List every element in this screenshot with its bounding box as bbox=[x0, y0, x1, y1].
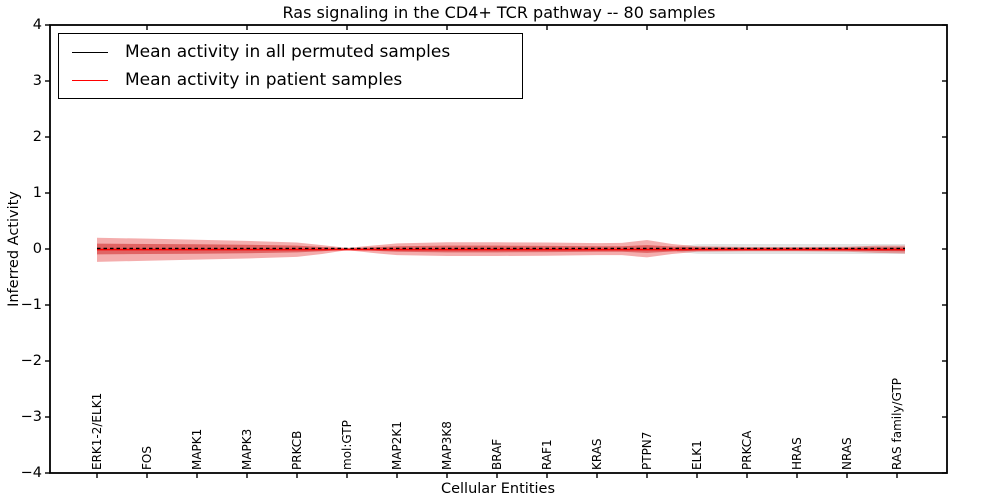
x-tick-label: PRKCA bbox=[740, 430, 754, 470]
x-tick-label: ERK1-2/ELK1 bbox=[90, 392, 104, 470]
legend-label-permuted: Mean activity in all permuted samples bbox=[125, 42, 451, 62]
legend-sample-patient bbox=[72, 79, 108, 81]
x-tick-label: HRAS bbox=[790, 437, 804, 470]
x-tick-label: RAF1 bbox=[540, 439, 554, 470]
y-tick-label: −3 bbox=[20, 409, 42, 425]
legend-entry-patient: Mean activity in patient samples bbox=[59, 70, 522, 90]
y-tick-label: 0 bbox=[32, 241, 42, 257]
x-tick-label: ELK1 bbox=[690, 440, 704, 470]
legend-entry-permuted: Mean activity in all permuted samples bbox=[59, 42, 522, 62]
x-tick-label: mol:GTP bbox=[340, 420, 354, 470]
x-tick-label: FOS bbox=[140, 446, 154, 470]
y-tick-label: 3 bbox=[32, 73, 42, 89]
x-tick-label: RAS family/GTP bbox=[890, 377, 904, 470]
x-tick-label: MAP3K8 bbox=[440, 421, 454, 470]
legend: Mean activity in all permuted samples Me… bbox=[58, 33, 523, 99]
y-tick-label: −4 bbox=[20, 465, 42, 481]
x-tick-label: MAP2K1 bbox=[390, 421, 404, 470]
x-tick-label: NRAS bbox=[840, 437, 854, 470]
x-tick-label: PRKCB bbox=[290, 430, 304, 470]
x-tick-label: PTPN7 bbox=[640, 431, 654, 470]
y-tick-label: 1 bbox=[32, 185, 42, 201]
y-tick-label: −1 bbox=[20, 297, 42, 313]
x-tick-label: MAPK3 bbox=[240, 428, 254, 470]
y-tick-label: 4 bbox=[32, 17, 42, 33]
x-tick-label: BRAF bbox=[490, 438, 504, 470]
legend-sample-permuted bbox=[72, 51, 108, 53]
y-tick-label: −2 bbox=[20, 353, 42, 369]
x-axis-label: Cellular Entities bbox=[440, 481, 556, 497]
x-tick-label: MAPK1 bbox=[190, 428, 204, 470]
y-tick-label: 2 bbox=[32, 129, 42, 145]
legend-label-patient: Mean activity in patient samples bbox=[125, 70, 403, 90]
x-tick-label: KRAS bbox=[590, 438, 604, 470]
chart-title: Ras signaling in the CD4+ TCR pathway --… bbox=[282, 3, 716, 22]
